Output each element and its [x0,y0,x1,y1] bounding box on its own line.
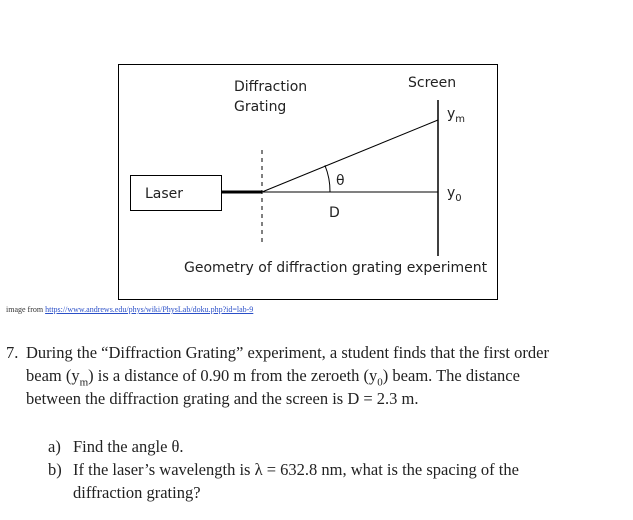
ym-base: y [447,106,455,122]
text-run: During the “Diffraction Grating” experim… [26,343,549,362]
question-number: 7. [6,343,19,362]
text-run: between the diffraction grating and the … [26,389,419,408]
laser-label: Laser [145,186,183,202]
y0-base: y [447,185,455,201]
text-line: If the laser’s wavelength is λ = 632.8 n… [73,460,519,480]
screen-label: Screen [408,75,456,91]
diagram-frame [118,64,498,300]
image-source: image from https://www.andrews.edu/phys/… [6,305,253,314]
text-line: diffraction grating? [73,483,201,503]
laser-box [130,175,222,211]
text-run: diffraction grating? [73,483,201,502]
diffracted-beam [261,119,439,193]
y0-sub: 0 [455,193,461,204]
y0-label: y0 [447,185,462,204]
text-run: If the laser’s wavelength is λ = 632.8 n… [73,460,519,479]
text-line: Find the angle θ. [73,437,184,457]
subscript: m [79,376,89,389]
subscript: 0 [377,376,383,389]
text-run: ) is a distance of 0.90 m from the zeroe… [88,366,378,385]
ym-sub: m [455,114,465,125]
text-run: ) beam. The distance [382,366,520,385]
theta-label: θ [336,173,345,189]
source-prefix: image from [6,305,44,314]
ym-label: ym [447,106,465,125]
grating-label: Grating [234,99,286,115]
distance-label: D [329,205,340,221]
part-label: b) [48,460,62,479]
text-line: beam (ym) is a distance of 0.90 m from t… [26,366,520,388]
text-run: beam (y [26,366,80,385]
text-run: Find the angle θ. [73,437,184,456]
text-line: During the “Diffraction Grating” experim… [26,343,549,363]
source-link[interactable]: https://www.andrews.edu/phys/wiki/PhysLa… [45,305,254,314]
angle-arc [324,165,331,193]
diagram-caption: Geometry of diffraction grating experime… [184,260,488,276]
diagram: Diffraction Grating Screen ym θ Laser y0… [118,64,498,300]
grating-label: Diffraction [234,79,307,95]
part-label: a) [48,437,61,456]
text-line: between the diffraction grating and the … [26,389,419,409]
